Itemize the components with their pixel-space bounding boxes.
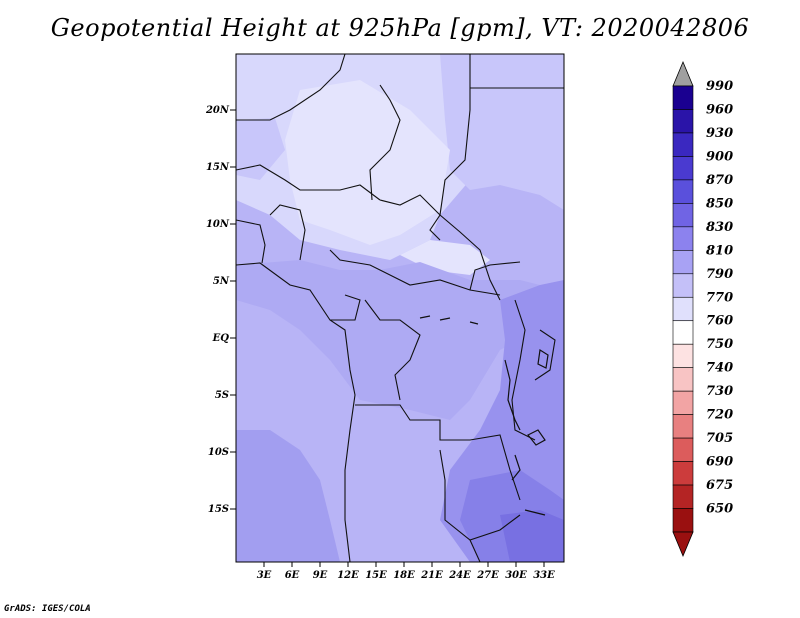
colorbar: 990 960 930 900 870 850 830 810 790 770 760 750 740 7… [672, 60, 733, 558]
lon-label: 27E [476, 570, 499, 581]
contour-region-sahel [285, 80, 450, 245]
colorbar-label: 760 [706, 314, 733, 329]
colorbar-labels: 990 960 930 900 870 850 830 810 790 770 760 750 740 7… [706, 79, 733, 517]
lon-label: 15E [365, 570, 387, 581]
lon-label: 33E [533, 570, 555, 581]
colorbar-swatch [672, 203, 694, 228]
colorbar-swatch [672, 484, 694, 509]
lat-label: 5S [215, 390, 229, 401]
lakes [419, 315, 549, 516]
colorbar-label: 770 [706, 290, 733, 305]
map-frame [235, 53, 565, 563]
colorbar-label: 850 [706, 196, 733, 211]
lat-label: 10N [206, 219, 230, 230]
colorbar-swatch [672, 85, 694, 110]
contour-region-southwest [236, 430, 340, 562]
colorbar-label: 990 [706, 79, 733, 94]
lon-label: 3E [257, 570, 272, 581]
colorbar-top-arrow [672, 60, 694, 87]
colorbar-label: 705 [706, 431, 733, 446]
colorbar-swatch [672, 179, 694, 204]
colorbar-swatch [672, 132, 694, 157]
colorbar-swatch [672, 508, 694, 533]
contour-region-northeast [440, 54, 564, 210]
colorbar-swatch [672, 437, 694, 462]
lon-label: 18E [393, 570, 415, 581]
colorbar-swatch [672, 273, 694, 298]
country-borders [236, 54, 564, 562]
contour-region-west-top [236, 118, 285, 180]
contour-region-central [236, 260, 540, 420]
colorbar-label: 730 [706, 384, 733, 399]
colorbar-swatch [672, 343, 694, 368]
lat-ticks [230, 109, 236, 510]
colorbar-label: 900 [706, 149, 733, 164]
colorbar-label: 790 [706, 267, 733, 282]
colorbar-label: 960 [706, 102, 733, 117]
colorbar-label: 720 [706, 408, 733, 423]
lat-label: 5N [213, 276, 230, 287]
colorbar-label: 810 [706, 243, 733, 258]
colorbar-swatch [672, 367, 694, 392]
colorbar-swatch [672, 390, 694, 415]
lon-label: 9E [313, 570, 328, 581]
lat-label: 10S [208, 447, 229, 458]
colorbar-label: 675 [706, 478, 733, 493]
colorbar-swatch [672, 156, 694, 181]
colorbar-label: 930 [706, 126, 733, 141]
colorbar-label: 690 [706, 455, 733, 470]
colorbar-swatch [672, 461, 694, 486]
colorbar-bottom-arrow [672, 531, 694, 558]
colorbar-swatch [672, 226, 694, 251]
lon-label: 24E [448, 570, 471, 581]
colorbar-swatch [672, 320, 694, 345]
colorbar-swatch [672, 109, 694, 134]
colorbar-label: 870 [706, 173, 733, 188]
colorbar-boxes [672, 85, 694, 533]
lon-label: 21E [420, 570, 443, 581]
colorbar-swatch [672, 250, 694, 275]
colorbar-label: 650 [706, 502, 733, 517]
lon-ticks [263, 562, 545, 567]
lon-label: 6E [285, 570, 300, 581]
map-title: Geopotential Height at 925hPa [gpm], VT:… [50, 14, 750, 42]
lon-label: 30E [505, 570, 527, 581]
colorbar-label: 740 [706, 361, 733, 376]
lon-label: 12E [337, 570, 359, 581]
colorbar-swatch [672, 414, 694, 439]
grads-footer: GrADS: IGES/COLA [4, 604, 91, 614]
map-panel [236, 54, 564, 562]
contour-region-southeast-deep [500, 510, 564, 562]
lat-label: EQ [212, 333, 230, 344]
lat-label: 15N [206, 162, 230, 173]
lat-axis: 20N 15N 10N 5N EQ 5S 10S 15S [205, 105, 230, 515]
colorbar-label: 750 [706, 337, 733, 352]
colorbar-label: 830 [706, 220, 733, 235]
colorbar-swatch [672, 296, 694, 322]
lon-axis: 3E 6E 9E 12E 15E 18E 21E 24E 27E 30E 33E [257, 570, 555, 581]
lat-label: 15S [208, 504, 229, 515]
lat-label: 20N [205, 105, 230, 116]
